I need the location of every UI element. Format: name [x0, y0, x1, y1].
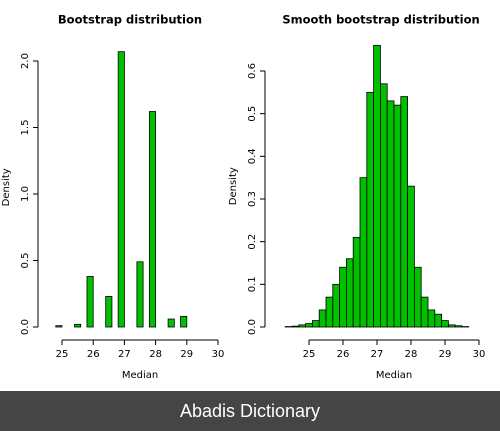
bar [318, 309, 327, 328]
bar [180, 315, 188, 328]
bar [366, 91, 374, 328]
bar [55, 325, 63, 328]
bar [148, 111, 157, 328]
y-tick-label: 0.6 [247, 63, 258, 79]
bar [434, 313, 442, 328]
bar [400, 96, 408, 328]
x-axis-label: Median [376, 370, 412, 381]
bar [291, 325, 300, 328]
x-tick-label: 25 [56, 349, 69, 360]
y-tick-label: 0.2 [247, 234, 258, 250]
y-tick-label: 0.0 [20, 319, 31, 335]
bar [332, 283, 340, 328]
x-tick-label: 29 [180, 349, 193, 360]
x-tick-label: 25 [303, 349, 316, 360]
y-tick-label: 0.3 [247, 191, 258, 207]
y-tick-label: 2.0 [20, 53, 31, 69]
y-tick-label: 0.5 [20, 253, 31, 269]
bar [305, 323, 313, 328]
bar [379, 83, 388, 328]
bar [345, 258, 354, 328]
footer: Abadis Dictionary [0, 391, 500, 431]
bar [298, 324, 306, 328]
y-axis-label: Density [1, 168, 12, 206]
x-tick-label: 27 [371, 349, 384, 360]
bar [86, 276, 94, 328]
bar [74, 323, 82, 328]
x-tick-label: 29 [439, 349, 452, 360]
y-tick-label: 0.4 [247, 148, 258, 164]
bar [420, 296, 429, 328]
bar [167, 318, 175, 328]
x-tick-label: 28 [149, 349, 162, 360]
bar [117, 51, 125, 328]
bar [339, 266, 347, 328]
x-tick-label: 30 [473, 349, 486, 360]
bar [359, 177, 368, 328]
x-tick-label: 27 [118, 349, 131, 360]
y-axis-label: Density [228, 167, 239, 205]
chart-title: Bootstrap distribution [58, 13, 202, 27]
bar [447, 324, 456, 328]
x-tick-label: 26 [337, 349, 350, 360]
bar [373, 45, 381, 328]
bar [386, 100, 395, 328]
x-tick-label: 30 [212, 349, 225, 360]
bar [311, 320, 320, 328]
x-tick-label: 26 [87, 349, 100, 360]
bar [413, 266, 422, 328]
x-tick-label: 28 [405, 349, 418, 360]
bar [454, 325, 463, 328]
y-tick-label: 0.0 [247, 319, 258, 335]
chart: Bootstrap distribution 25 26 27 28 29 30 0.0 0.5… [1, 13, 486, 382]
bar [441, 320, 449, 328]
y-tick-label: 1.5 [20, 120, 31, 136]
y-tick-label: 1.0 [20, 186, 31, 202]
y-tick-label: 0.1 [247, 276, 258, 292]
bar [407, 185, 415, 328]
y-tick-label: 0.5 [247, 106, 258, 122]
bar [325, 296, 334, 328]
bar [393, 104, 402, 328]
bar [352, 236, 361, 328]
x-axis-label: Median [122, 370, 158, 381]
chart-title: Smooth bootstrap distribution [282, 13, 479, 27]
bar [427, 309, 436, 328]
bar [105, 296, 113, 328]
bar [136, 261, 144, 328]
